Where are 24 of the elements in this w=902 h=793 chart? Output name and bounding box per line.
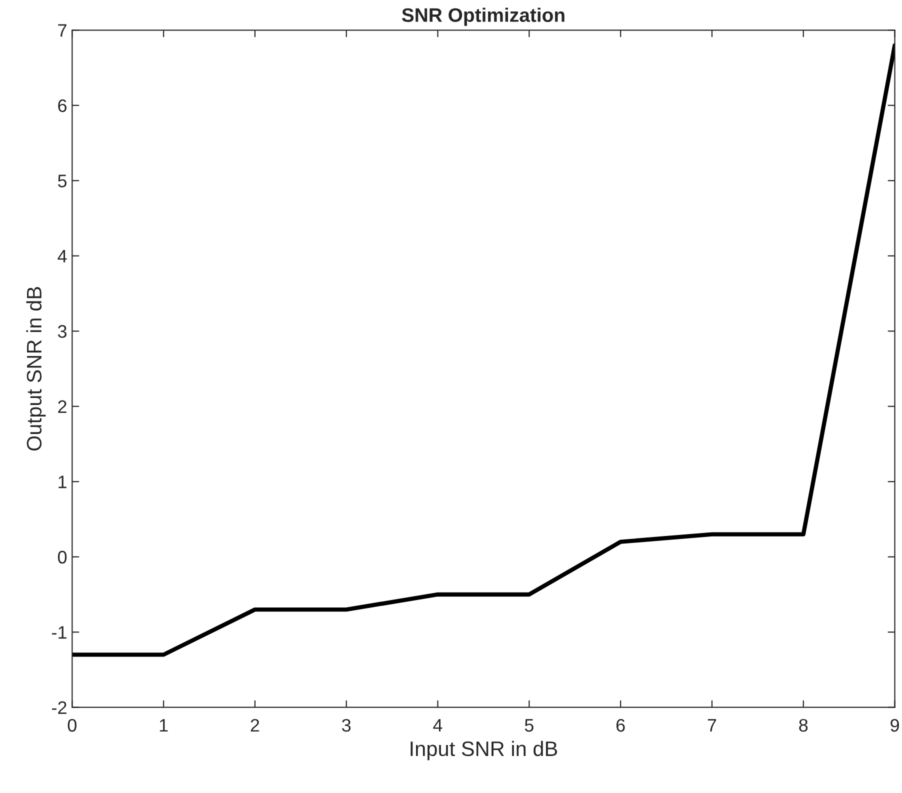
y-tick-label: 1 (58, 476, 66, 488)
x-axis-title: Input SNR in dB (410, 740, 558, 760)
y-axis-title: Output SNR in dB (26, 287, 46, 451)
x-tick-label: 1 (160, 719, 168, 732)
y-tick-label: 5 (58, 174, 67, 188)
line-series (72, 43, 895, 657)
x-tick-label: 2 (250, 718, 260, 732)
x-tick-label: 3 (342, 718, 351, 732)
x-tick-label: 8 (799, 718, 808, 732)
y-tick-label: 2 (58, 400, 66, 413)
y-tick-label: 0 (58, 550, 67, 564)
x-tick-label: 9 (890, 718, 899, 732)
x-tick-label: 4 (433, 719, 442, 732)
x-tick-label: 6 (616, 718, 625, 732)
y-tick-label: 6 (58, 99, 67, 112)
y-tick-label: 7 (58, 24, 66, 37)
x-tick-label: 7 (708, 719, 716, 732)
y-tick-label: 4 (58, 250, 67, 262)
x-tick-label: 0 (68, 718, 76, 732)
y-tick-label: -1 (52, 626, 66, 639)
y-tick-label: 3 (58, 325, 67, 338)
y-tick-label: -2 (52, 701, 66, 714)
chart-title: SNR Optimization (402, 8, 564, 26)
x-tick-label: 5 (524, 719, 534, 732)
